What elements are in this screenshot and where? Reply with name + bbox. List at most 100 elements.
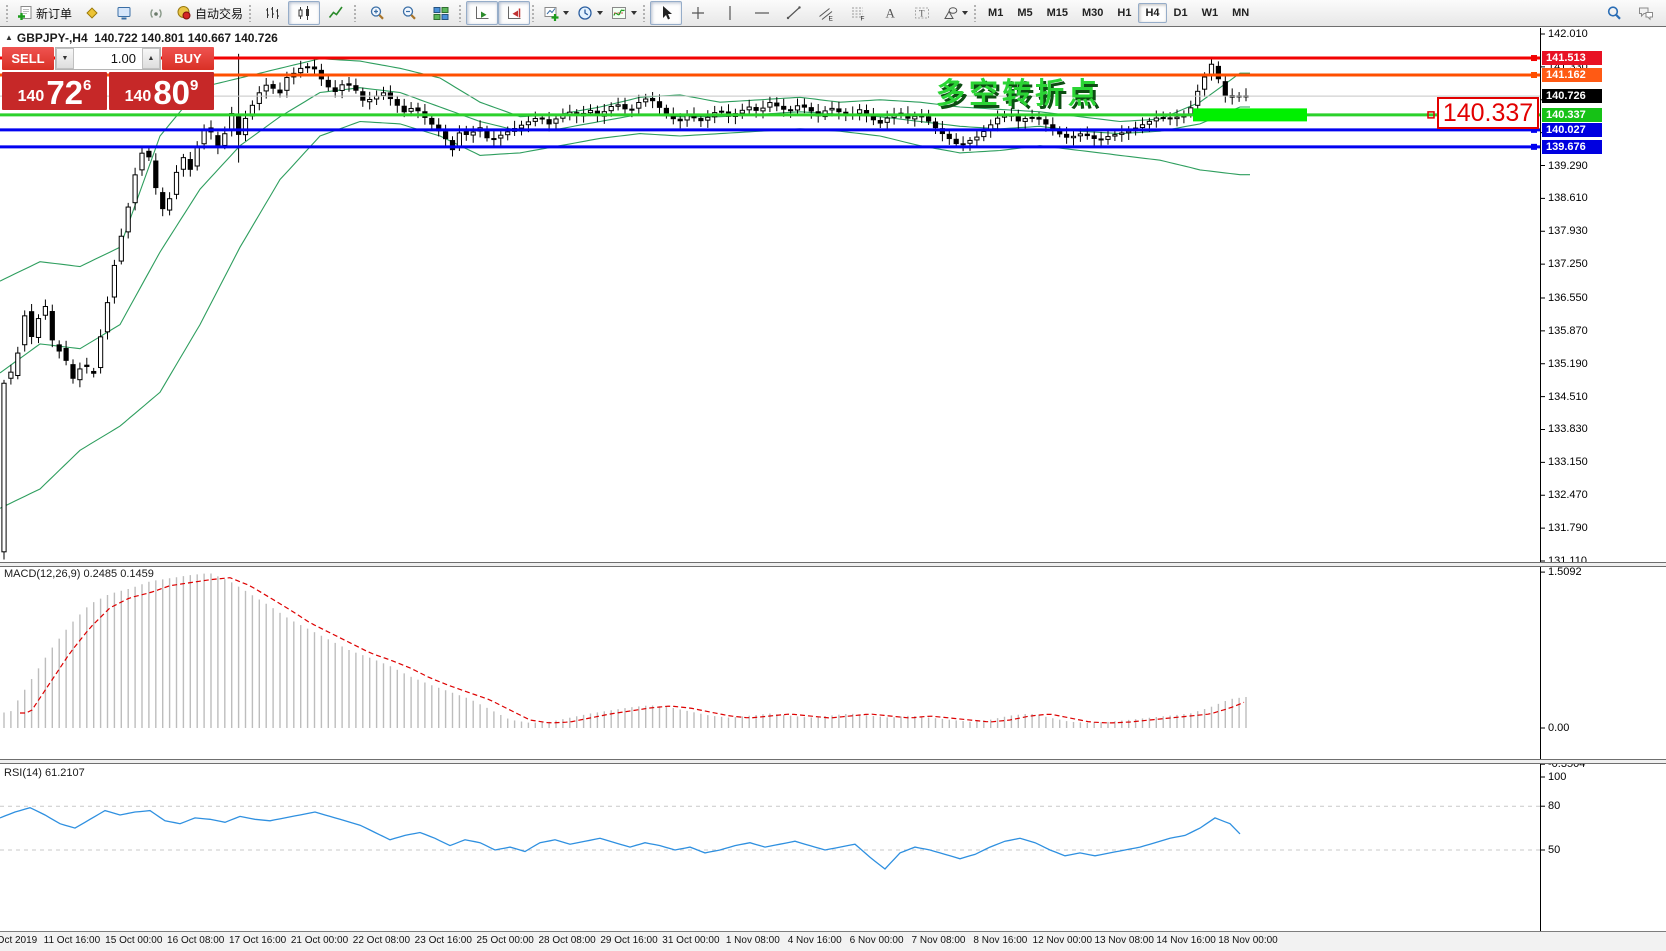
time-axis-label: 31 Oct 00:00 [662,935,720,946]
timeframe-button-m5[interactable]: M5 [1017,7,1033,19]
rsi-value: 61.2107 [44,767,85,779]
timeframe-button-m1[interactable]: M1 [988,7,1004,19]
bar-chart-icon [266,7,280,19]
toolbar-button-market-watch[interactable] [76,1,108,25]
toolbar-button-fibonacci[interactable]: F [842,1,874,25]
time-axis-label: 10 Oct 2019 [0,935,38,946]
toolbar-button-search[interactable] [1598,1,1630,25]
toolbar-button-label: 新订单 [36,6,73,21]
shapes-icon [944,7,958,19]
timeframe-button-m15[interactable]: M15 [1046,7,1068,19]
time-axis-label: 25 Oct 00:00 [476,935,534,946]
price-tick: 136.550 [1548,291,1588,304]
price-tick: 133.150 [1548,456,1588,469]
one-click-trade-panel: SELL ▼ 1.00 ▲ BUY 140 72 6 140 80 9 [2,47,214,110]
volume-spinner: ▼ 1.00 ▲ [55,47,161,70]
toolbar-button-zoom-in[interactable] [361,1,393,25]
dropdown-caret-icon[interactable] [631,11,638,15]
toolbar-button-terminal[interactable] [108,1,140,25]
pane-separator-rsi[interactable] [0,759,1666,764]
toolbar-button-indicators[interactable] [607,1,641,25]
toolbar-button-auto-scroll[interactable] [466,1,499,25]
time-axis-label: 4 Nov 16:00 [787,935,842,946]
toolbar-button-candlestick[interactable] [288,1,321,25]
fibonacci-icon: F [852,7,865,22]
toolbar-button-vertical-line[interactable] [714,1,746,25]
buy-price-display[interactable]: 140 80 9 [109,72,214,110]
sell-button[interactable]: SELL [2,47,54,70]
time-axis-label: 23 Oct 16:00 [414,935,472,946]
toolbar-button-signals[interactable] [140,1,172,25]
toolbar-grip[interactable] [531,4,537,22]
price-tag: 139.676 [1542,139,1602,154]
auto-scroll-icon [476,6,489,19]
timeframe-button-h1[interactable]: H1 [1117,7,1132,19]
volume-up-button[interactable]: ▲ [142,48,160,69]
toolbar-button-trendline[interactable] [778,1,810,25]
timeframe-button-h4[interactable]: H4 [1138,3,1167,23]
price-tick: 131.790 [1548,522,1588,535]
candlestick-icon [298,6,310,20]
toolbar-button-chart-shift[interactable] [498,1,531,25]
ohlc-values: 140.722 140.801 140.667 140.726 [94,31,278,45]
turning-point-annotation[interactable]: 多空转折点 [936,78,1102,110]
timeframe-button-mn[interactable]: MN [1232,7,1250,19]
cursor-icon [663,6,673,20]
toolbar-button-label: 自动交易 [195,6,244,21]
buy-button[interactable]: BUY [162,47,214,70]
trendline-icon [786,6,801,20]
time-axis-label: 1 Nov 08:00 [725,935,780,946]
toolbar-grip[interactable] [458,4,464,22]
price-tag: 140.726 [1542,89,1602,104]
time-axis[interactable]: 10 Oct 2019 11 Oct 16:00 15 Oct 00:00 16 Oc… [0,931,1666,951]
svg-text:F: F [861,16,865,22]
symbol-period-label: GBPJPY-,H4 [16,31,88,45]
volume-down-button[interactable]: ▼ [56,48,74,69]
toolbar-button-cursor[interactable] [650,1,683,25]
sell-price-display[interactable]: 140 72 6 [2,72,107,110]
toolbar-grip[interactable] [5,4,10,22]
dropdown-caret-icon[interactable] [962,11,969,15]
toolbar-button-equidistant-channel[interactable]: E [810,1,842,25]
rsi-tick: 80 [1548,800,1561,813]
price-tick: 135.870 [1548,324,1588,337]
svg-text:E: E [829,16,834,22]
pane-separator-macd[interactable] [0,562,1666,567]
price-callout-box[interactable]: 140.337 [1437,97,1539,129]
toolbar-button-new-chart[interactable] [539,1,573,25]
timeframe-button-d1[interactable]: D1 [1173,7,1188,19]
toolbar-grip[interactable] [642,4,648,22]
price-tag: 141.513 [1542,51,1602,66]
price-tick: 139.290 [1548,159,1588,172]
toolbar-button-text[interactable]: A [874,1,906,25]
toolbar-button-shapes[interactable] [938,1,972,25]
time-axis-label: 6 Nov 00:00 [849,935,904,946]
macd-tick: 0.00 [1548,722,1570,734]
chat-icon [1639,7,1653,21]
toolbar-button-text-label[interactable]: T [906,1,938,25]
toolbar-button-crosshair[interactable] [682,1,714,25]
volume-value[interactable]: 1.00 [110,51,136,66]
collapse-triangle-icon[interactable]: ▲ [5,33,13,42]
toolbar-button-horizontal-line[interactable] [746,1,778,25]
timeframe-button-m30[interactable]: M30 [1082,7,1104,19]
price-tick: 137.250 [1548,258,1588,271]
toolbar-grip[interactable] [973,4,979,22]
toolbar-button-zoom-out[interactable] [393,1,425,25]
toolbar-button-periods[interactable] [573,1,607,25]
toolbar-grip[interactable] [248,4,254,22]
dropdown-caret-icon[interactable] [563,11,570,15]
zoom-out-icon [402,6,416,20]
toolbar-button-autotrading[interactable]: 自动交易 [172,1,247,25]
toolbar-grip[interactable] [353,4,359,22]
toolbar-button-tile-windows[interactable] [425,1,457,25]
dropdown-caret-icon[interactable] [597,11,604,15]
svg-text:T: T [919,9,925,19]
timeframe-button-w1[interactable]: W1 [1201,7,1219,19]
toolbar-button-new-order[interactable]: 新订单 [13,1,76,25]
toolbar-button-chat[interactable] [1630,1,1662,25]
tile-windows-icon [433,7,449,20]
toolbar-button-bar-chart[interactable] [256,1,288,25]
toolbar-button-line-chart[interactable] [320,1,352,25]
